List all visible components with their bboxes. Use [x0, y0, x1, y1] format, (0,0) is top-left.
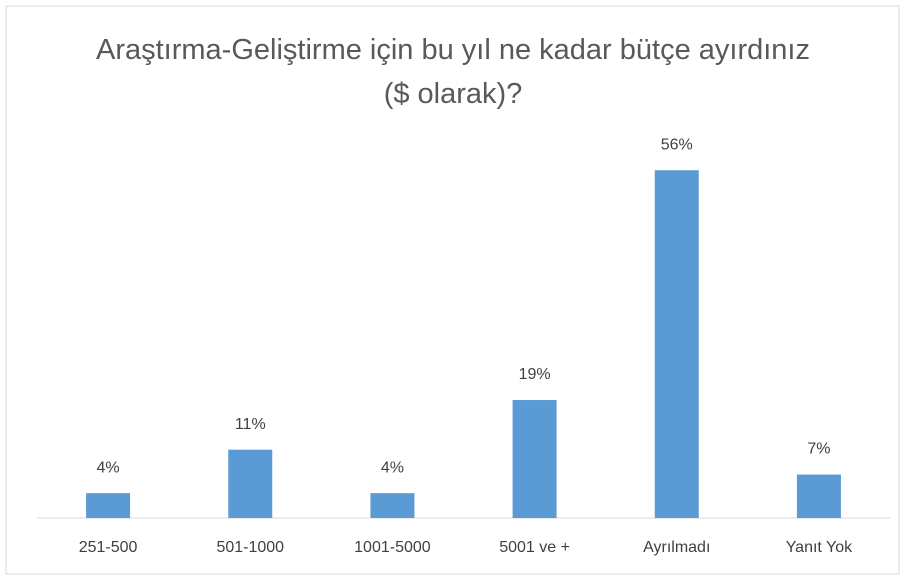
x-tick-label: Ayrılmadı: [643, 539, 710, 556]
x-tick-label: 5001 ve +: [499, 539, 570, 556]
x-tick-label: 251-500: [79, 539, 138, 556]
data-label: 4%: [381, 459, 404, 476]
bar: [370, 493, 415, 518]
data-label: 7%: [807, 441, 830, 458]
chart-border: [5, 5, 900, 575]
data-label: 19%: [519, 366, 551, 383]
x-tick-label: 501-1000: [216, 539, 284, 556]
bar: [796, 474, 841, 518]
data-label: 56%: [661, 136, 693, 153]
bar: [654, 170, 699, 519]
bar: [512, 400, 557, 518]
bar: [228, 449, 273, 518]
chart-title: Araştırma-Geliştirme için bu yıl ne kada…: [96, 34, 810, 110]
data-label: 11%: [235, 416, 266, 433]
bar: [86, 493, 131, 518]
x-tick-label: Yanıt Yok: [786, 539, 853, 556]
data-label: 4%: [97, 459, 120, 476]
x-tick-label: 1001-5000: [354, 539, 431, 556]
